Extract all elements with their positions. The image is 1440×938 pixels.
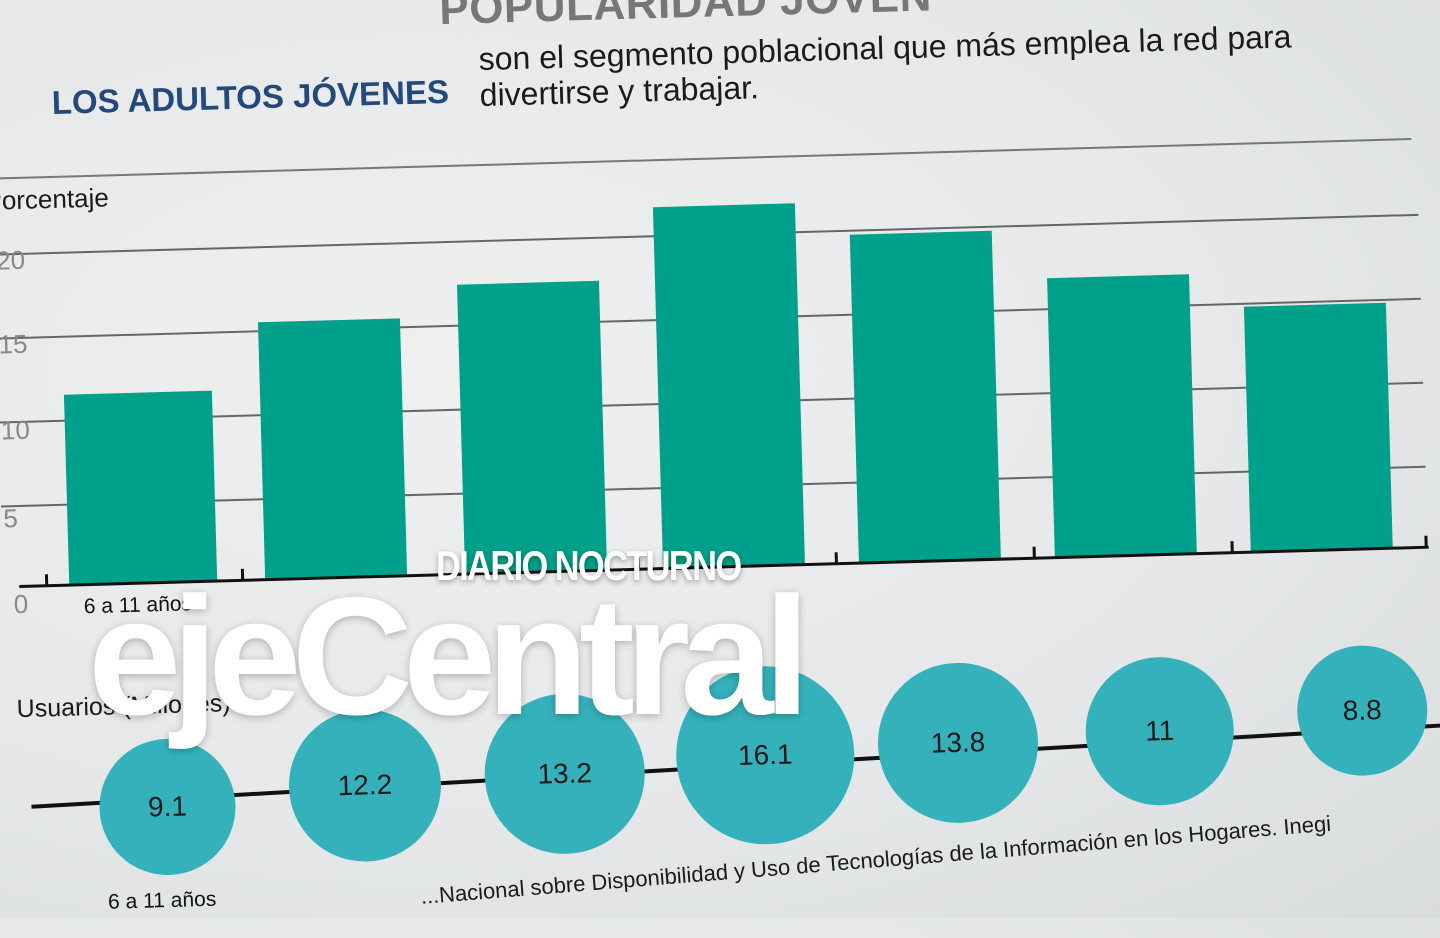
bubble-value: 11 bbox=[1144, 714, 1175, 747]
subtitle-highlight: LOS ADULTOS JÓVENES bbox=[51, 72, 450, 121]
x-tick bbox=[44, 574, 49, 586]
bar-4 bbox=[652, 203, 805, 569]
bubble-6: 11 bbox=[1083, 655, 1236, 808]
watermark-top-text: DIARIO NOCTURNO bbox=[436, 542, 742, 589]
bubble-value: 12.2 bbox=[337, 768, 393, 802]
bar-5 bbox=[849, 230, 1001, 563]
bar-6 bbox=[1047, 274, 1197, 558]
bubble-7: 8.8 bbox=[1295, 643, 1430, 778]
bar-1 bbox=[63, 390, 218, 585]
ytick-5: 5 bbox=[2, 503, 19, 534]
bubble-1: 9.1 bbox=[97, 737, 238, 877]
bubble-value: 8.8 bbox=[1342, 694, 1383, 727]
ytick-10: 10 bbox=[0, 414, 31, 446]
x-tick bbox=[1230, 541, 1234, 553]
ytick-0: 0 bbox=[13, 588, 29, 620]
bubble-5: 13.8 bbox=[875, 660, 1041, 826]
bar-2 bbox=[257, 318, 408, 580]
ytick-20: 20 bbox=[0, 244, 26, 276]
bubble-value: 13.2 bbox=[537, 757, 593, 790]
bubble-value: 13.8 bbox=[930, 726, 986, 759]
ytick-15: 15 bbox=[0, 328, 28, 360]
bar-3 bbox=[457, 280, 608, 574]
bar-chart-ylabel: Porcentaje bbox=[0, 182, 110, 216]
subtitle-text: son el segmento poblacional que más empl… bbox=[478, 18, 1292, 113]
x-tick bbox=[1424, 535, 1428, 547]
bubble-value: 9.1 bbox=[147, 790, 188, 823]
bubble-category-label: 6 a 11 años bbox=[107, 887, 217, 914]
x-tick bbox=[1032, 546, 1036, 558]
header-divider bbox=[0, 138, 1412, 180]
x-tick bbox=[834, 552, 838, 564]
watermark-logo: ejeCentral bbox=[88, 562, 810, 750]
bar-7 bbox=[1243, 302, 1393, 552]
